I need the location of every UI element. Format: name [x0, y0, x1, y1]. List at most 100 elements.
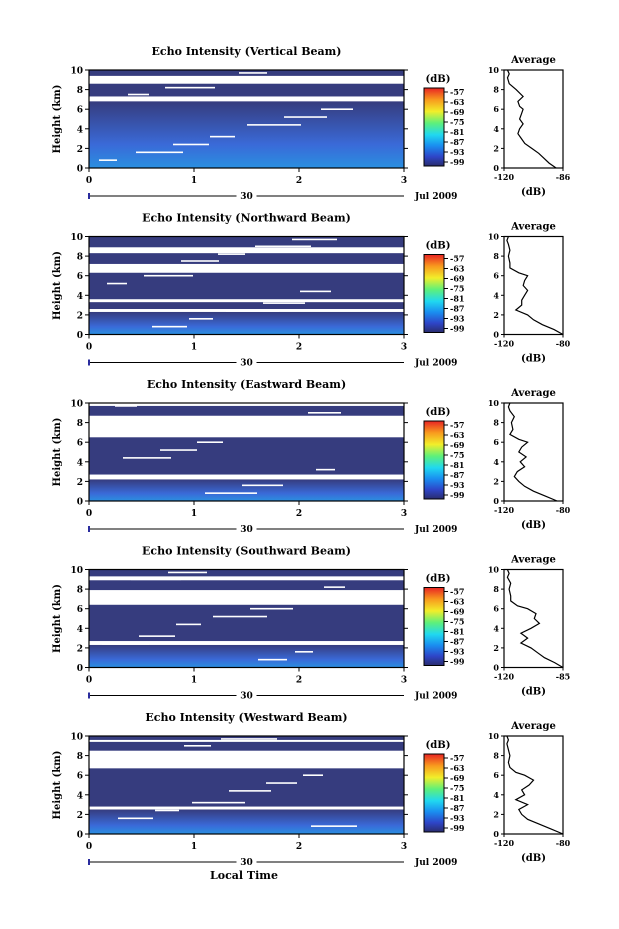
x-tick-label: 3 [401, 676, 407, 686]
x-tick-label: 0 [86, 676, 92, 686]
x-tick-label: 1 [191, 176, 197, 186]
average-x-axis-label: (dB) [521, 354, 546, 365]
colorbar-tick-label: -93 [450, 480, 465, 490]
colorbar-tick-label: -99 [450, 490, 465, 500]
average-y-tick-label: 0 [493, 330, 499, 340]
echo-gap-streak [295, 651, 313, 653]
date-month-year-label: Jul 2009 [414, 692, 457, 702]
average-x-tick-label: -120 [494, 339, 514, 349]
echo-layer [89, 736, 404, 740]
y-axis-label: Height (km) [52, 418, 63, 487]
echo-layer [89, 479, 404, 501]
average-y-tick-label: 0 [493, 496, 499, 506]
echo-gap-streak [155, 809, 179, 812]
y-axis-label: Height (km) [52, 251, 63, 320]
echo-layer [89, 236, 404, 248]
colorbar-unit: (dB) [426, 574, 451, 585]
date-day-label: 30 [240, 359, 253, 369]
average-y-tick-label: 4 [493, 623, 499, 633]
average-y-tick-label: 6 [493, 437, 499, 447]
average-frame [503, 402, 564, 502]
average-x-tick-label: -80 [556, 339, 571, 349]
echo-gap-streak [128, 93, 149, 96]
average-y-tick-label: 4 [493, 457, 499, 467]
x-tick-label: 1 [191, 343, 197, 353]
colorbar-tick-label: -87 [450, 803, 464, 813]
average-y-tick-label: 10 [488, 232, 500, 242]
average-title: Average [510, 721, 556, 732]
echo-gap-streak [144, 274, 193, 277]
panel-title: Echo Intensity (Northward Beam) [142, 212, 351, 225]
y-axis-label: Height (km) [52, 751, 63, 820]
average-profile-line [506, 735, 564, 835]
y-tick-label: 10 [70, 67, 83, 77]
average-frame [503, 568, 564, 669]
colorbar-tick-label: -63 [450, 97, 465, 107]
average-frame [503, 69, 564, 169]
y-tick-label: 10 [70, 566, 83, 576]
colorbar-tick-label: -69 [450, 773, 465, 783]
panel-title: Echo Intensity (Southward Beam) [142, 545, 351, 558]
colorbar-tick-label: -99 [450, 157, 465, 167]
average-title: Average [510, 222, 556, 233]
average-y-tick-label: 6 [493, 104, 499, 114]
echo-gap-streak [131, 578, 181, 581]
average-x-tick-label: -120 [494, 505, 514, 515]
y-tick-label: 10 [70, 733, 83, 743]
y-tick-label: 2 [77, 644, 83, 654]
y-tick-label: 4 [77, 292, 83, 302]
echo-gap-streak [316, 468, 335, 471]
colorbar-tick-label: -63 [450, 763, 465, 773]
echo-gap-streak [218, 253, 245, 255]
echo-gap-streak [271, 419, 315, 422]
average-x-tick-label: -86 [556, 172, 571, 182]
colorbar-tick-label: -75 [450, 284, 464, 294]
colorbar-tick-label: -75 [450, 450, 464, 460]
echo-gap-streak [287, 593, 319, 595]
y-tick-label: 8 [77, 86, 83, 96]
average-y-tick-label: 4 [493, 124, 499, 134]
panel-title: Echo Intensity (Westward Beam) [145, 711, 347, 724]
date-day-label: 30 [240, 525, 253, 535]
echo-gap-streak [255, 245, 311, 248]
x-tick-label: 3 [401, 509, 407, 519]
echo-gap-streak [303, 774, 323, 776]
echo-gap-streak [321, 108, 353, 110]
echo-gap-streak [221, 738, 277, 740]
echo-gap-streak [189, 318, 213, 320]
x-tick-label: 1 [191, 842, 197, 852]
colorbar-unit: (dB) [426, 241, 451, 252]
panel-2: Echo Intensity (Eastward Beam)0246810Hei… [52, 378, 571, 535]
colorbar-tick-label: -69 [450, 274, 465, 284]
y-axis-label: Height (km) [52, 584, 63, 653]
heatmap-frame [88, 735, 405, 835]
average-x-tick-label: -80 [556, 838, 571, 848]
colorbar [423, 420, 445, 500]
x-tick-label: 3 [401, 842, 407, 852]
colorbar-tick-label: -93 [450, 147, 465, 157]
average-y-tick-label: 2 [493, 809, 499, 819]
echo-layer [89, 101, 404, 168]
echo-gap-streak [311, 825, 357, 827]
x-tick-label: 2 [296, 176, 302, 186]
x-tick-label: 2 [296, 676, 302, 686]
colorbar-tick-label: -81 [450, 793, 464, 803]
echo-gap-streak [205, 492, 257, 494]
average-x-axis-label: (dB) [521, 187, 546, 198]
colorbar-tick-label: -63 [450, 597, 465, 607]
echo-gap-streak [99, 159, 117, 161]
colorbar-tick-label: -87 [450, 137, 464, 147]
x-tick-label: 0 [86, 509, 92, 519]
date-month-year-label: Jul 2009 [414, 858, 457, 868]
echo-gap-streak [210, 135, 235, 138]
heatmap-frame [88, 235, 405, 336]
echo-gap-streak [176, 623, 201, 626]
colorbar-tick-label: -57 [450, 753, 464, 763]
colorbar-tick-label: -57 [450, 420, 464, 430]
date-month-year-label: Jul 2009 [414, 359, 457, 369]
average-title: Average [510, 55, 556, 66]
y-tick-label: 6 [77, 106, 83, 116]
y-tick-label: 4 [77, 125, 83, 135]
average-y-tick-label: 10 [488, 65, 500, 75]
average-y-tick-label: 8 [493, 251, 499, 261]
